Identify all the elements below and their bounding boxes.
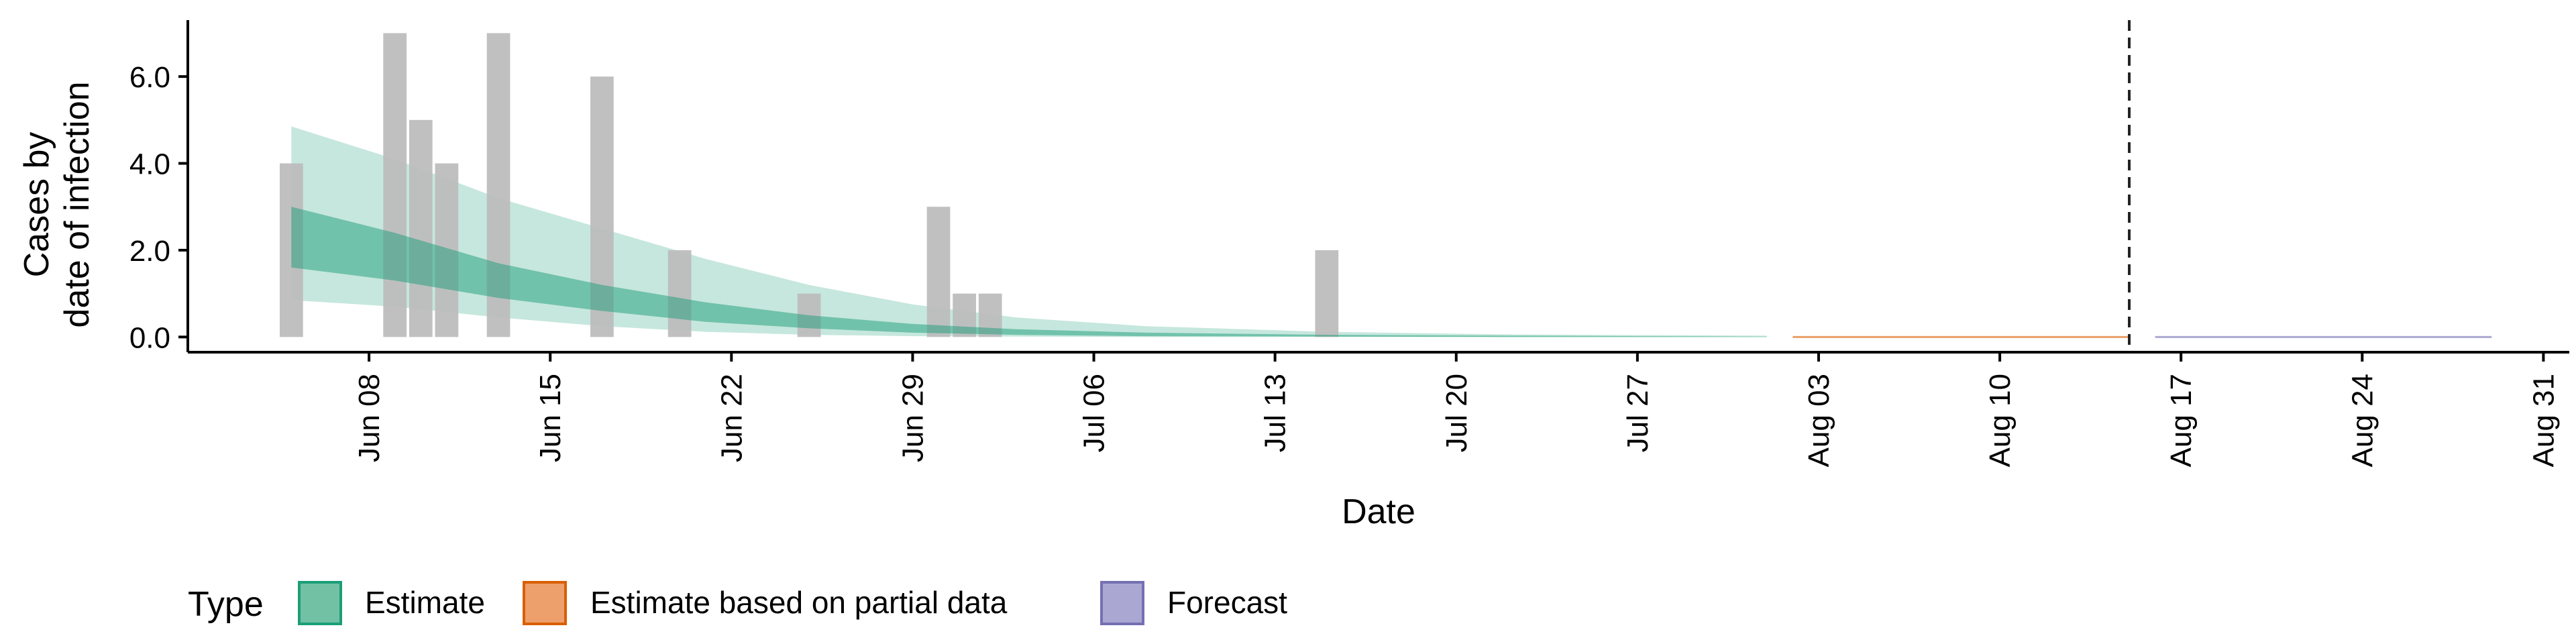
x-tick-label: Jul 06 (1078, 374, 1111, 452)
estimate-outer-band-layer (291, 126, 1767, 337)
legend-key-partial (523, 581, 567, 625)
y-axis-title: Cases by date of infection (17, 81, 97, 327)
estimate-inner-band (291, 207, 1767, 337)
x-tick-label: Aug 31 (2527, 374, 2560, 467)
estimate-inner-band-layer (291, 207, 1767, 337)
x-axis-title: Date (1342, 492, 1415, 531)
y-tick-label: 4.0 (129, 148, 170, 181)
case-bar (667, 250, 692, 337)
partial-and-forecast-layer (1792, 20, 2492, 352)
x-tick-label: Aug 17 (2165, 374, 2198, 467)
legend-label-partial: Estimate based on partial data (590, 585, 1008, 620)
y-axis-title-line-1: Cases by (17, 132, 56, 278)
x-tick-label: Jun 22 (715, 374, 748, 462)
x-tick-label: Jun 29 (896, 374, 929, 462)
case-bar (1315, 250, 1339, 337)
x-tick-label: Aug 10 (1984, 374, 2017, 467)
y-tick-label: 0.0 (129, 321, 170, 354)
case-bar (383, 33, 407, 337)
x-tick-label: Jul 20 (1440, 374, 1473, 452)
legend-label-estimate: Estimate (365, 585, 485, 620)
y-tick-label: 2.0 (129, 235, 170, 268)
x-tick-label: Jun 15 (534, 374, 567, 462)
x-tick-label: Jul 27 (1621, 374, 1654, 452)
case-bar (926, 207, 951, 337)
x-tick-label: Jul 13 (1259, 374, 1292, 452)
x-tick-label: Aug 24 (2346, 374, 2379, 467)
legend-key-estimate (298, 581, 342, 625)
x-tick-label: Aug 03 (1803, 374, 1835, 467)
case-bar (409, 119, 433, 337)
legend-title: Type (188, 585, 264, 624)
x-axis-ticks: Jun 08 Jun 15 Jun 22 Jun 29 Jul 06 Jul 13 Jul … (353, 352, 2560, 467)
legend-key-forecast (1100, 581, 1144, 625)
y-axis-title-line-2: date of infection (58, 81, 97, 327)
legend: Type Estimate Estimate based on partial … (188, 581, 1287, 625)
y-axis-ticks: 0.0 2.0 4.0 6.0 (129, 61, 188, 354)
estimate-outer-band (291, 126, 1767, 337)
x-tick-label: Jun 08 (353, 374, 386, 462)
legend-label-forecast: Forecast (1167, 585, 1287, 620)
y-tick-label: 6.0 (129, 61, 170, 94)
